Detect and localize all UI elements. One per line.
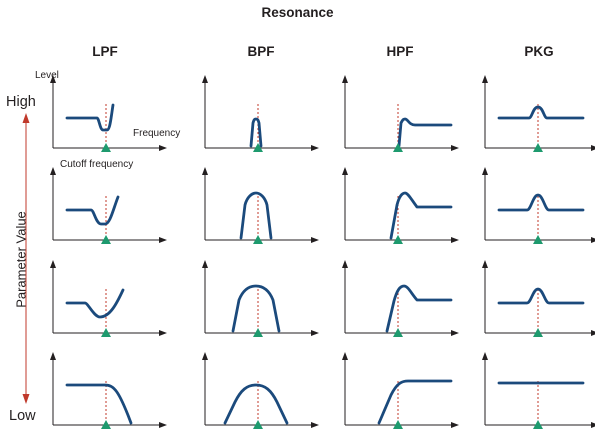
response-panel-hpf-row-4 xyxy=(342,352,459,429)
column-header-bpf: BPF xyxy=(247,44,275,59)
cutoff-marker-triangle-icon xyxy=(101,420,111,429)
frequency-axis-arrow-icon xyxy=(591,145,595,151)
level-axis-arrow-icon xyxy=(50,167,56,175)
response-panel-lpf-row-1 xyxy=(50,75,167,152)
response-curve xyxy=(223,383,289,425)
frequency-axis-arrow-icon xyxy=(159,145,167,151)
level-axis-arrow-icon xyxy=(482,260,488,268)
cutoff-marker-triangle-icon xyxy=(533,328,543,337)
level-axis-arrow-icon xyxy=(342,260,348,268)
parameter-value-label: Parameter Value xyxy=(13,211,29,308)
frequency-axis-arrow-icon xyxy=(591,422,595,428)
response-panel-bpf-row-2 xyxy=(202,167,319,244)
level-axis-arrow-icon xyxy=(50,75,56,83)
level-axis-arrow-icon xyxy=(50,260,56,268)
response-curve xyxy=(389,191,453,240)
frequency-axis-arrow-icon xyxy=(311,422,319,428)
level-axis-arrow-icon xyxy=(202,352,208,360)
level-axis-arrow-icon xyxy=(202,75,208,83)
frequency-axis-arrow-icon xyxy=(451,330,459,336)
frequency-axis-arrow-icon xyxy=(159,237,167,243)
diagram-title: Resonance xyxy=(261,5,334,20)
level-axis-label: Level xyxy=(35,70,59,81)
down-arrow-icon xyxy=(22,394,30,404)
level-axis-arrow-icon xyxy=(482,167,488,175)
column-header-lpf: LPF xyxy=(92,44,118,59)
response-curve xyxy=(65,288,125,319)
response-panel-pkg-row-3 xyxy=(482,260,595,337)
cutoff-marker-triangle-icon xyxy=(101,328,111,337)
level-axis-arrow-icon xyxy=(202,167,208,175)
response-panel-lpf-row-4 xyxy=(50,352,167,429)
cutoff-marker-triangle-icon xyxy=(393,328,403,337)
response-curve xyxy=(497,105,585,120)
frequency-axis-arrow-icon xyxy=(311,237,319,243)
response-panel-lpf-row-2 xyxy=(50,167,167,244)
response-curve xyxy=(497,193,585,212)
cutoff-frequency-label: Cutoff frequency xyxy=(60,159,134,170)
frequency-axis-arrow-icon xyxy=(451,145,459,151)
cutoff-marker-triangle-icon xyxy=(393,420,403,429)
low-label: Low xyxy=(9,408,36,424)
frequency-axis-arrow-icon xyxy=(159,422,167,428)
response-curve xyxy=(65,103,115,132)
response-panel-bpf-row-4 xyxy=(202,352,319,429)
frequency-axis-arrow-icon xyxy=(591,330,595,336)
response-panel-bpf-row-3 xyxy=(202,260,319,337)
response-curve xyxy=(377,379,453,425)
frequency-axis-label: Frequency xyxy=(133,128,181,139)
cutoff-marker-triangle-icon xyxy=(253,235,263,244)
response-panel-hpf-row-3 xyxy=(342,260,459,337)
cutoff-marker-triangle-icon xyxy=(101,143,111,152)
response-curve xyxy=(239,191,273,240)
cutoff-marker-triangle-icon xyxy=(393,235,403,244)
cutoff-marker-triangle-icon xyxy=(393,143,403,152)
level-axis-arrow-icon xyxy=(342,75,348,83)
cutoff-marker-triangle-icon xyxy=(253,420,263,429)
response-curve xyxy=(65,383,133,425)
response-curve xyxy=(249,117,263,148)
cutoff-marker-triangle-icon xyxy=(253,143,263,152)
frequency-axis-arrow-icon xyxy=(591,237,595,243)
level-axis-arrow-icon xyxy=(482,75,488,83)
level-axis-arrow-icon xyxy=(50,352,56,360)
response-curve xyxy=(397,117,453,148)
response-panel-pkg-row-2 xyxy=(482,167,595,244)
level-axis-arrow-icon xyxy=(482,352,488,360)
response-panel-lpf-row-3 xyxy=(50,260,167,337)
level-axis-arrow-icon xyxy=(342,167,348,175)
level-axis-arrow-icon xyxy=(202,260,208,268)
response-panel-pkg-row-1 xyxy=(482,75,595,152)
frequency-axis-arrow-icon xyxy=(159,330,167,336)
response-panel-hpf-row-1 xyxy=(342,75,459,152)
response-curve xyxy=(65,195,120,226)
response-curve xyxy=(497,287,585,305)
response-curve xyxy=(231,284,281,333)
frequency-axis-arrow-icon xyxy=(311,145,319,151)
cutoff-marker-triangle-icon xyxy=(101,235,111,244)
frequency-axis-arrow-icon xyxy=(451,237,459,243)
up-arrow-icon xyxy=(22,113,30,123)
cutoff-marker-triangle-icon xyxy=(533,235,543,244)
response-curve xyxy=(385,284,453,333)
level-axis-arrow-icon xyxy=(342,352,348,360)
frequency-axis-arrow-icon xyxy=(451,422,459,428)
cutoff-marker-triangle-icon xyxy=(533,420,543,429)
high-label: High xyxy=(6,94,36,110)
response-panel-pkg-row-4 xyxy=(482,352,595,429)
column-header-pkg: PKG xyxy=(524,44,554,59)
response-panel-hpf-row-2 xyxy=(342,167,459,244)
response-panel-bpf-row-1 xyxy=(202,75,319,152)
frequency-axis-arrow-icon xyxy=(311,330,319,336)
cutoff-marker-triangle-icon xyxy=(533,143,543,152)
cutoff-marker-triangle-icon xyxy=(253,328,263,337)
column-header-hpf: HPF xyxy=(386,44,414,59)
parameter-value-arrow xyxy=(22,113,30,404)
